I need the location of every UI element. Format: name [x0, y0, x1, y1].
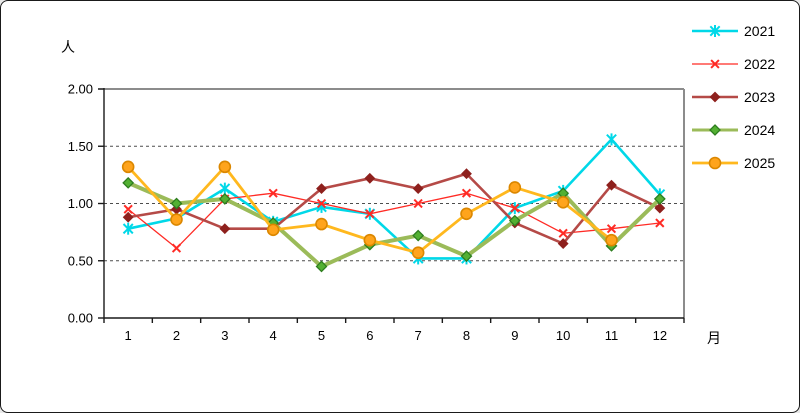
marker	[365, 209, 375, 219]
marker	[171, 243, 182, 253]
marker	[460, 207, 473, 221]
y-tick-label: 2.00	[68, 82, 93, 97]
legend-label: 2025	[744, 154, 776, 171]
legend-diamond-swatch-icon	[692, 123, 738, 136]
x-tick-label: 9	[511, 328, 518, 343]
y-tick-label: 1.00	[68, 196, 93, 211]
marker	[219, 223, 231, 235]
legend-asterisk-swatch-icon	[692, 24, 738, 37]
marker	[557, 238, 569, 249]
marker	[316, 183, 327, 195]
marker	[510, 203, 520, 213]
x-tick-label: 11	[605, 328, 619, 343]
marker	[123, 204, 133, 214]
legend-x-swatch-icon	[692, 58, 738, 69]
legend-label: 2023	[744, 88, 776, 105]
marker	[412, 229, 425, 242]
x-tick-label: 5	[318, 328, 325, 343]
marker	[605, 233, 618, 247]
marker	[556, 196, 570, 209]
marker	[461, 188, 472, 198]
x-tick-label: 12	[653, 328, 667, 343]
marker	[709, 91, 721, 102]
x-tick-label: 6	[366, 328, 373, 343]
marker	[606, 224, 617, 234]
x-tick-label: 7	[415, 328, 422, 343]
marker	[170, 213, 183, 226]
y-axis-title: 人	[61, 39, 75, 55]
marker	[122, 211, 134, 223]
marker	[218, 193, 231, 205]
marker	[654, 202, 666, 214]
y-tick-label: 0.00	[68, 311, 93, 326]
series-line-2023	[126, 172, 662, 245]
marker	[709, 123, 721, 136]
marker	[411, 246, 425, 260]
marker	[460, 250, 473, 263]
legend-item-2021: 2021	[691, 14, 775, 47]
marker	[653, 193, 666, 205]
y-tick-label: 0.50	[68, 253, 93, 268]
legend: 2021 2022 2023 2024 2025	[691, 14, 775, 179]
marker	[508, 214, 521, 227]
marker	[218, 160, 232, 174]
marker	[315, 217, 328, 231]
marker	[170, 197, 183, 210]
marker	[412, 183, 424, 195]
x-tick-label: 3	[221, 328, 228, 343]
marker	[710, 58, 720, 69]
legend-item-2024: 2024	[691, 113, 775, 146]
marker	[266, 223, 280, 237]
x-tick-label: 2	[173, 328, 180, 343]
marker	[316, 198, 327, 209]
x-tick-label: 10	[556, 328, 570, 343]
marker	[122, 176, 135, 189]
marker	[708, 156, 722, 169]
legend-item-2022: 2022	[691, 47, 775, 80]
marker	[363, 233, 377, 247]
marker	[558, 228, 568, 238]
y-tick-label: 1.50	[68, 139, 93, 154]
legend-label: 2022	[744, 55, 776, 72]
legend-label: 2024	[744, 121, 776, 138]
marker	[121, 160, 135, 174]
legend-diamond-swatch-icon	[692, 91, 738, 102]
marker	[655, 218, 665, 228]
x-tick-label: 1	[125, 328, 132, 343]
marker	[315, 260, 328, 273]
marker	[461, 168, 472, 180]
series-line-2021	[126, 138, 662, 260]
series-line-2024	[126, 180, 662, 269]
x-axis-title: 月	[707, 330, 721, 346]
legend-item-2023: 2023	[691, 80, 775, 113]
legend-circle-swatch-icon	[692, 156, 738, 169]
x-tick-label: 4	[270, 328, 277, 343]
legend-label: 2021	[744, 22, 776, 39]
x-tick-label: 8	[463, 328, 470, 343]
marker	[268, 188, 278, 198]
marker	[508, 181, 522, 194]
legend-item-2025: 2025	[691, 146, 775, 179]
marker	[606, 179, 617, 191]
marker	[413, 198, 423, 209]
marker	[364, 172, 376, 184]
